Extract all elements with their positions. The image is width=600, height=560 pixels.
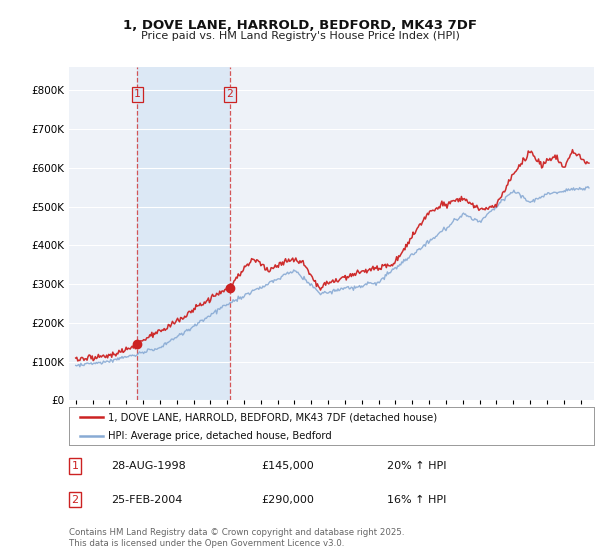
Text: 2: 2 (71, 494, 79, 505)
Text: £290,000: £290,000 (261, 494, 314, 505)
Text: 2: 2 (226, 90, 233, 99)
Text: 20% ↑ HPI: 20% ↑ HPI (387, 461, 446, 471)
Text: 16% ↑ HPI: 16% ↑ HPI (387, 494, 446, 505)
Text: 1: 1 (71, 461, 79, 471)
Text: 1: 1 (134, 90, 141, 99)
Bar (137, 67, 230, 400)
Text: Contains HM Land Registry data © Crown copyright and database right 2025.
This d: Contains HM Land Registry data © Crown c… (69, 528, 404, 548)
Text: 1, DOVE LANE, HARROLD, BEDFORD, MK43 7DF: 1, DOVE LANE, HARROLD, BEDFORD, MK43 7DF (123, 18, 477, 32)
Text: 25-FEB-2004: 25-FEB-2004 (111, 494, 182, 505)
Text: 28-AUG-1998: 28-AUG-1998 (111, 461, 186, 471)
Text: HPI: Average price, detached house, Bedford: HPI: Average price, detached house, Bedf… (109, 431, 332, 441)
Text: 1, DOVE LANE, HARROLD, BEDFORD, MK43 7DF (detached house): 1, DOVE LANE, HARROLD, BEDFORD, MK43 7DF… (109, 412, 437, 422)
Text: Price paid vs. HM Land Registry's House Price Index (HPI): Price paid vs. HM Land Registry's House … (140, 31, 460, 41)
Text: £145,000: £145,000 (261, 461, 314, 471)
